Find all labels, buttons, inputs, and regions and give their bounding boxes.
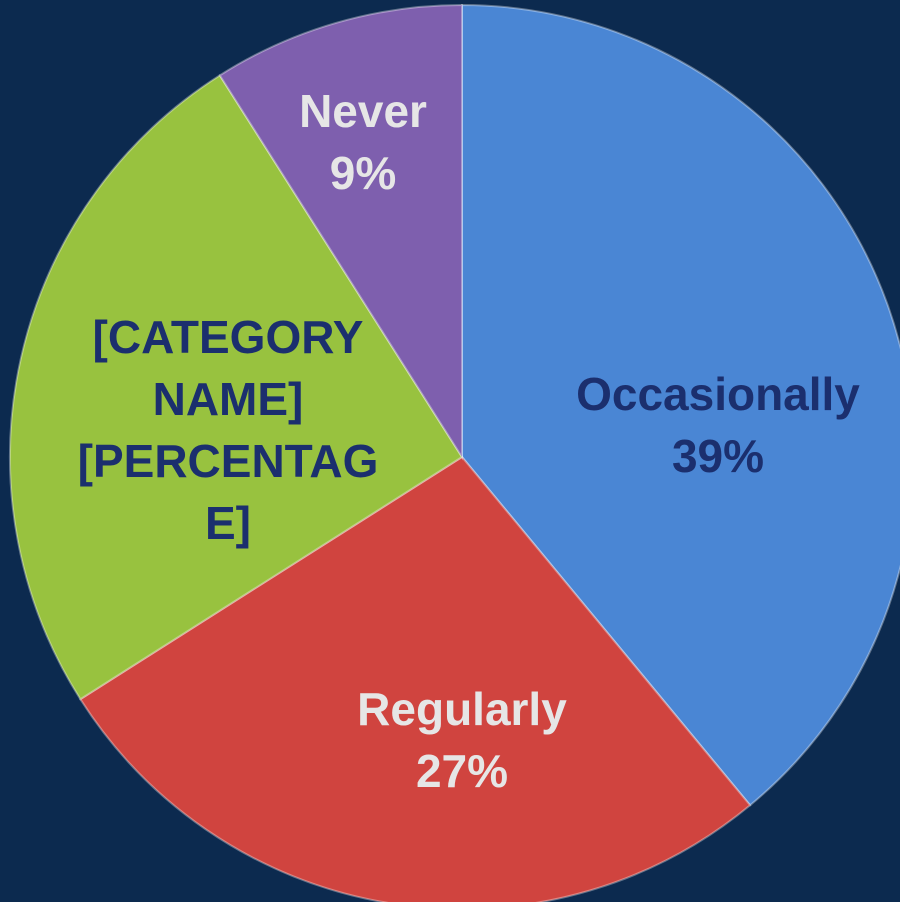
slice-label: [CATEGORY NAME] [PERCENTAGE] [63, 306, 393, 554]
category-label: Regularly [357, 683, 567, 735]
pie-slice [78, 455, 752, 902]
value-label: [PERCENTAGE] [77, 435, 379, 549]
slice-label: Never 9% [263, 80, 463, 204]
value-label: 27% [415, 745, 509, 797]
pie-slice [461, 3, 900, 807]
category-label: Occasionally [576, 368, 860, 420]
slice-label: Regularly 27% [282, 678, 642, 802]
pie-slice [9, 73, 464, 701]
category-label: Never [299, 85, 427, 137]
category-label: [CATEGORY NAME] [92, 311, 364, 425]
slice-label: Occasionally 39% [538, 363, 898, 487]
value-label: 9% [329, 147, 397, 199]
value-label: 39% [671, 430, 765, 482]
pie-slice [218, 3, 463, 461]
